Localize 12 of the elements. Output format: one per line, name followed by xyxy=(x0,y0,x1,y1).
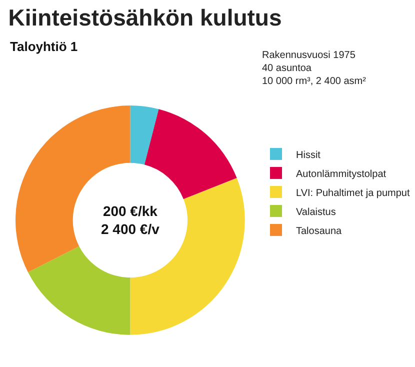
donut-slice xyxy=(28,246,130,335)
donut-slice xyxy=(130,106,159,165)
chart-subtitle: Taloyhtiö 1 xyxy=(10,39,78,54)
text: 200 €/kk 2 400 €/v xyxy=(101,203,160,238)
legend-label: Autonlämmitystolpat xyxy=(296,168,386,180)
text: Rakennusvuosi 1975 40 asuntoa 10 000 rm³, 2 400 asm² xyxy=(262,50,367,87)
legend-label: Talosauna xyxy=(296,226,342,237)
legend-label: Hissit xyxy=(296,150,321,161)
chart-title: Kiinteistösähkön kulutus xyxy=(8,4,282,30)
legend-label: Valaistus xyxy=(296,206,336,218)
donut-slice xyxy=(144,109,237,200)
legend-label: LVI: Puhaltimet ja pumput xyxy=(296,188,410,199)
